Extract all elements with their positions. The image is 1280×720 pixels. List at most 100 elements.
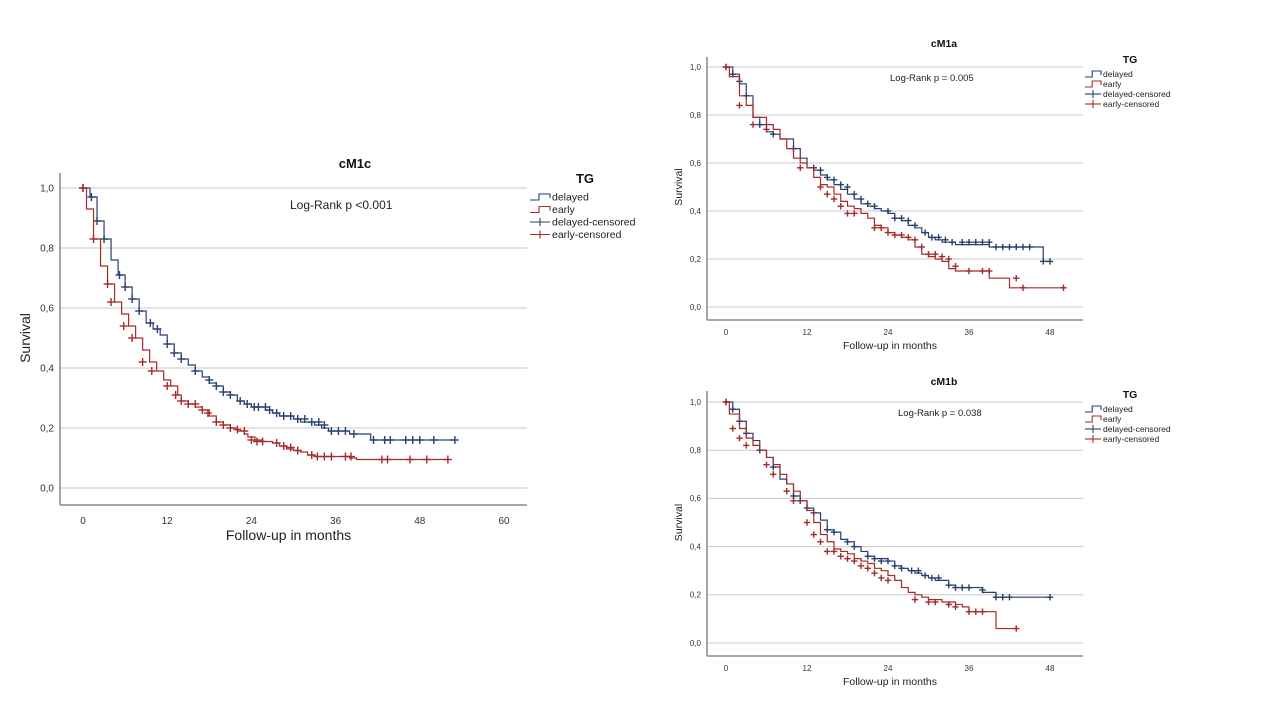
censor-mark-early <box>107 298 116 306</box>
x-axis-label: Follow-up in months <box>226 527 351 543</box>
censor-mark-early <box>824 191 831 198</box>
censor-mark-early <box>871 224 878 231</box>
censor-mark-early <box>147 367 156 375</box>
legend: TG delayedearlydelayed-censoredearly-cens… <box>1085 389 1171 444</box>
km-curve-early <box>726 401 1017 630</box>
legend-item-delayed-censored: delayed-censored <box>530 217 636 229</box>
x-tick-label: 36 <box>965 664 974 673</box>
censor-mark-delayed <box>871 203 878 210</box>
y-tick-label: 1,0 <box>40 184 54 195</box>
censor-mark-delayed <box>93 217 102 225</box>
y-tick-label: 0,8 <box>40 244 54 255</box>
x-tick-label: 60 <box>498 516 510 527</box>
censor-mark-early <box>226 424 235 432</box>
censor-mark-delayed <box>415 436 424 444</box>
censor-mark-delayed <box>928 574 936 582</box>
legend-label: delayed <box>552 192 589 204</box>
censor-mark-delayed <box>824 174 831 181</box>
censor-mark-delayed <box>942 236 949 243</box>
censor-mark-delayed <box>915 567 922 574</box>
x-tick-label: 0 <box>80 516 86 527</box>
y-tick-label: 1,0 <box>690 398 702 407</box>
y-tick-label: 0,6 <box>690 494 702 503</box>
x-tick-label: 12 <box>803 664 812 673</box>
censor-mark-early <box>952 603 959 611</box>
legend-label: delayed <box>1103 404 1133 414</box>
censor-mark-delayed <box>871 555 878 562</box>
censor-mark-delayed <box>999 594 1006 601</box>
legend-swatch-step <box>1085 70 1102 78</box>
censor-mark-early <box>972 608 979 615</box>
x-tick-label: 0 <box>724 328 729 337</box>
censor-mark-early <box>103 280 112 288</box>
km-chart-cM1a: 0,0 0,2 0,4 0,6 0,8 1,0 0 12 24 36 48 Follow-up in … <box>673 38 1171 352</box>
censor-mark-early <box>1013 275 1020 282</box>
censor-mark-delayed <box>830 528 838 536</box>
censor-mark-early <box>443 455 452 464</box>
censor-mark-delayed <box>844 538 851 545</box>
km-curve-delayed <box>726 401 1050 598</box>
censor-mark-delayed <box>115 271 124 279</box>
censor-mark-early <box>790 497 797 505</box>
censor-mark-delayed <box>921 229 929 236</box>
censor-mark-early <box>219 421 228 429</box>
censor-mark-early <box>884 577 892 584</box>
censor-mark-delayed <box>300 415 309 423</box>
legend-item-early-censored: early-censored <box>1085 99 1159 109</box>
censor-mark-delayed <box>121 283 130 291</box>
censor-mark-early <box>763 461 770 468</box>
legend-swatch-step <box>530 193 551 201</box>
legend-label: delayed <box>1103 69 1133 79</box>
chart-title: cM1c <box>339 156 372 171</box>
censor-mark-delayed <box>153 325 162 333</box>
censor-mark-delayed <box>261 403 270 411</box>
censor-mark-early <box>191 400 200 408</box>
censor-mark-early <box>89 235 98 243</box>
censor-mark-early <box>878 224 885 231</box>
legend-swatch-step <box>1085 405 1102 413</box>
censor-mark-delayed <box>817 167 824 174</box>
censor-mark-early <box>938 253 946 260</box>
log-rank-annotation: Log-Rank p <0.001 <box>290 198 393 212</box>
censor-mark-delayed <box>254 403 263 411</box>
censor-mark-delayed <box>756 121 763 128</box>
censor-mark-early <box>722 63 730 71</box>
x-tick-label: 36 <box>330 516 342 527</box>
legend-label: early-censored <box>1103 99 1159 109</box>
censor-mark-delayed <box>992 243 1000 251</box>
censor-mark-delayed <box>135 307 144 315</box>
legend: TG delayedearlydelayed-censoredearly-cens… <box>530 171 636 241</box>
censor-mark-delayed <box>884 207 892 215</box>
censor-mark-early <box>986 267 993 275</box>
censor-mark-early <box>736 102 743 109</box>
legend-item-delayed: delayed <box>1085 404 1133 414</box>
legend-swatch-step <box>1085 80 1102 88</box>
legend-item-early: early <box>1085 414 1122 424</box>
km-curve-early <box>83 187 448 461</box>
censor-mark-delayed <box>878 557 885 565</box>
y-tick-label: 0,4 <box>690 207 702 216</box>
censor-mark-early <box>864 565 871 572</box>
censor-mark-early <box>240 427 249 435</box>
censor-mark-delayed <box>369 436 378 444</box>
censor-mark-delayed <box>928 234 936 241</box>
censor-mark-delayed <box>837 181 844 188</box>
censor-mark-early <box>177 397 186 405</box>
censor-mark-delayed <box>272 409 281 417</box>
censor-mark-delayed <box>729 406 736 413</box>
censor-mark-delayed <box>908 567 915 574</box>
y-tick-label: 0,8 <box>690 446 702 455</box>
censor-mark-delayed <box>146 319 155 327</box>
censor-mark-delayed <box>992 594 1000 601</box>
censor-mark-delayed <box>952 584 959 591</box>
censor-mark-delayed <box>191 367 200 375</box>
censor-mark-early <box>918 243 925 251</box>
legend-item-early: early <box>1085 79 1122 89</box>
censor-mark-delayed <box>334 427 343 435</box>
x-tick-label: 24 <box>884 328 893 337</box>
censor-mark-early <box>749 121 757 128</box>
legend-label: early-censored <box>552 229 622 241</box>
censor-mark-delayed <box>864 200 871 207</box>
censor-mark-early <box>279 442 288 450</box>
